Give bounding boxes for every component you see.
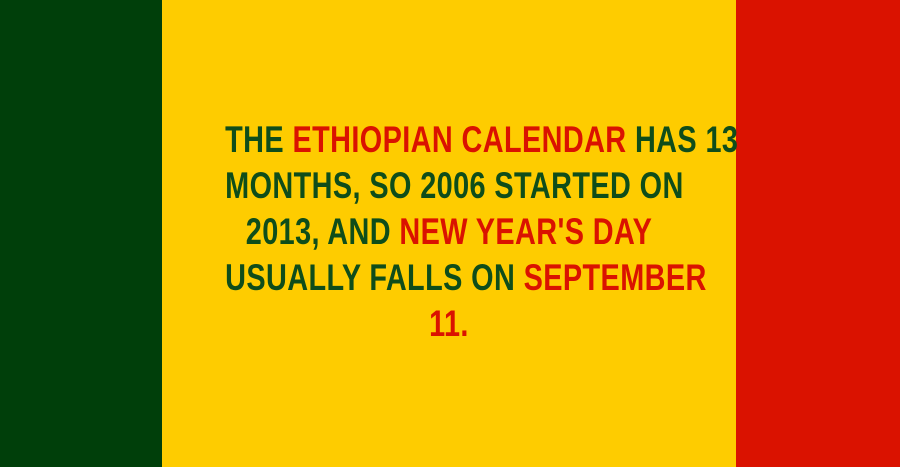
fact-line-1-part-c: HAS 13	[626, 119, 739, 160]
fact-text: THE ETHIOPIAN CALENDAR HAS 13 MONTHS, SO…	[225, 117, 738, 347]
fact-line-2: MONTHS, SO 2006 STARTED ON	[225, 165, 684, 206]
fact-line-3-part-a: 2013, AND	[245, 211, 400, 252]
fact-line-5: 11.	[429, 303, 469, 344]
highlight-september: SEPTEMBER	[523, 257, 707, 298]
fact-line-4: USUALLY FALLS ON SEPTEMBER	[225, 255, 706, 301]
flag-stripe-yellow	[162, 0, 736, 467]
highlight-ethiopian-calendar: ETHIOPIAN CALENDAR	[292, 119, 627, 160]
fact-line-1: THE ETHIOPIAN CALENDAR HAS 13	[225, 117, 738, 163]
fact-line-1-part-a: THE	[225, 119, 293, 160]
flag-stripe-green	[0, 0, 162, 467]
fact-line-4-part-a: USUALLY FALLS ON	[225, 257, 524, 298]
flag-stripe-red	[736, 0, 900, 467]
fact-line-3: 2013, AND NEW YEAR'S DAY	[225, 209, 673, 255]
highlight-new-years-day: NEW YEAR'S DAY	[399, 211, 653, 252]
